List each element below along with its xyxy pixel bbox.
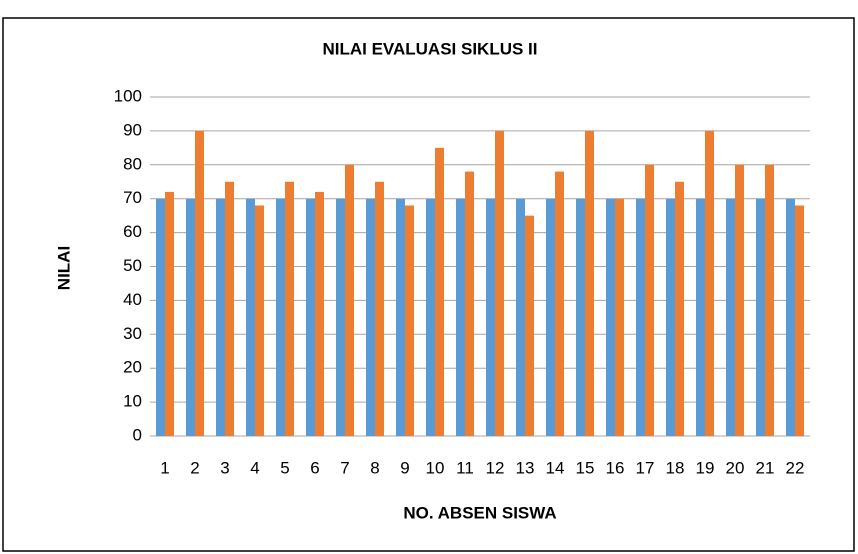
- bar: [765, 164, 774, 437]
- x-tick-label: 18: [666, 458, 685, 477]
- bar: [396, 198, 405, 436]
- bar: [576, 198, 585, 436]
- bar: [585, 130, 594, 436]
- y-tick-label: 0: [133, 425, 142, 444]
- bar: [246, 198, 255, 436]
- x-tick-label: 2: [190, 458, 199, 477]
- bar: [315, 191, 324, 436]
- bar: [615, 198, 624, 436]
- bar: [426, 198, 435, 436]
- bar: [675, 181, 684, 436]
- bar: [156, 198, 165, 436]
- bar: [225, 181, 234, 436]
- x-tick-label: 12: [486, 458, 505, 477]
- x-axis-title: NO. ABSEN SISWA: [403, 503, 556, 522]
- bar: [645, 164, 654, 437]
- y-tick-label: 70: [123, 188, 142, 207]
- bar: [255, 205, 264, 436]
- bar: [216, 198, 225, 436]
- x-tick-label: 15: [576, 458, 595, 477]
- bar: [606, 198, 615, 436]
- x-tick-label: 14: [546, 458, 565, 477]
- bar: [186, 198, 195, 436]
- x-tick-label: 9: [400, 458, 409, 477]
- bar: [696, 198, 705, 436]
- bar: [465, 171, 474, 436]
- x-tick-label: 17: [636, 458, 655, 477]
- x-tick-label: 20: [726, 458, 745, 477]
- y-tick-label: 50: [123, 256, 142, 275]
- bar: [345, 164, 354, 437]
- bar: [456, 198, 465, 436]
- y-tick-label: 90: [123, 120, 142, 139]
- bar: [726, 198, 735, 436]
- bar: [276, 198, 285, 436]
- bar: [555, 171, 564, 436]
- chart-title: NILAI EVALUASI SIKLUS II: [322, 39, 537, 58]
- bar: [285, 181, 294, 436]
- bar: [636, 198, 645, 436]
- x-tick-label: 16: [606, 458, 625, 477]
- x-tick-label: 3: [220, 458, 229, 477]
- bar: [666, 198, 675, 436]
- bar: [375, 181, 384, 436]
- y-tick-label: 100: [114, 86, 142, 105]
- bar: [546, 198, 555, 436]
- bar: [795, 205, 804, 436]
- bar: [705, 130, 714, 436]
- x-tick-label: 6: [310, 458, 319, 477]
- x-tick-label: 7: [340, 458, 349, 477]
- bar: [405, 205, 414, 436]
- x-tick-label: 5: [280, 458, 289, 477]
- x-tick-label: 8: [370, 458, 379, 477]
- bar: [336, 198, 345, 436]
- bar: [525, 215, 534, 436]
- x-tick-label: 10: [426, 458, 445, 477]
- bar: [165, 191, 174, 436]
- bar: [366, 198, 375, 436]
- y-tick-label: 10: [123, 392, 142, 411]
- bar: [786, 198, 795, 436]
- y-tick-label: 80: [123, 154, 142, 173]
- x-tick-label: 13: [516, 458, 535, 477]
- bar: [495, 130, 504, 436]
- y-tick-label: 30: [123, 324, 142, 343]
- y-tick-label: 40: [123, 290, 142, 309]
- x-tick-label: 1: [160, 458, 169, 477]
- bar: [735, 164, 744, 437]
- bar: [516, 198, 525, 436]
- x-tick-label: 4: [250, 458, 259, 477]
- bar: [306, 198, 315, 436]
- bar: [435, 147, 444, 436]
- bar: [756, 198, 765, 436]
- bar: [486, 198, 495, 436]
- x-tick-label: 22: [786, 458, 805, 477]
- x-tick-label: 19: [696, 458, 715, 477]
- x-tick-label: 21: [756, 458, 775, 477]
- x-tick-label: 11: [456, 458, 474, 477]
- bar: [195, 130, 204, 436]
- y-tick-label: 20: [123, 358, 142, 377]
- y-tick-label: 60: [123, 222, 142, 241]
- y-axis-title: NILAI: [54, 246, 73, 290]
